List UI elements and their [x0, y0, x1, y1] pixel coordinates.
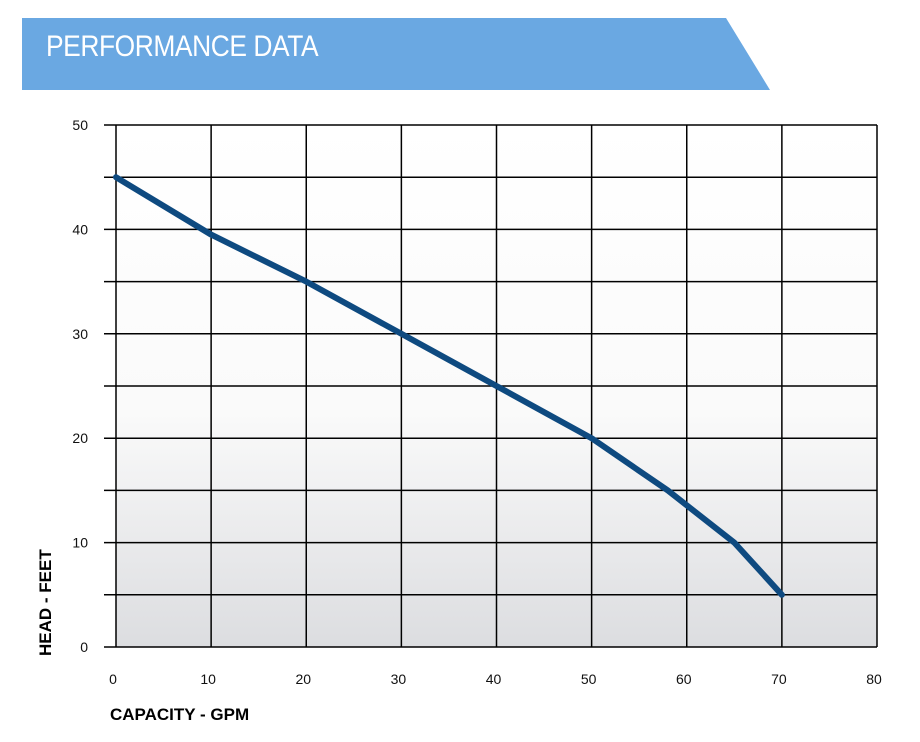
- x-tick-label: 60: [676, 671, 692, 687]
- y-tick-label: 20: [72, 430, 88, 446]
- x-tick-label: 80: [866, 671, 882, 687]
- grid-lines: [104, 124, 878, 648]
- y-tick-label: 40: [72, 221, 88, 237]
- x-tick-label: 10: [200, 671, 216, 687]
- x-axis-title: CAPACITY - GPM: [110, 705, 249, 724]
- y-tick-label: 10: [72, 535, 88, 551]
- x-tick-label: 70: [771, 671, 787, 687]
- x-tick-label: 20: [295, 671, 311, 687]
- performance-curve: [113, 174, 785, 598]
- y-axis-title: HEAD - FEET: [36, 549, 55, 656]
- x-tick-label: 30: [391, 671, 407, 687]
- x-tick-label: 40: [486, 671, 502, 687]
- page-title: PERFORMANCE DATA: [46, 30, 319, 63]
- y-axis-ticks: 0 10 20 30 40 50: [72, 117, 88, 655]
- y-tick-label: 30: [72, 326, 88, 342]
- header-banner-shape: [22, 18, 770, 90]
- x-axis-ticks: 0 10 20 30 40 50 60 70 80: [109, 671, 882, 687]
- x-tick-label: 0: [109, 671, 117, 687]
- header-banner: [22, 18, 770, 90]
- x-tick-label: 50: [581, 671, 597, 687]
- y-tick-label: 50: [72, 117, 88, 133]
- y-tick-label: 0: [80, 639, 88, 655]
